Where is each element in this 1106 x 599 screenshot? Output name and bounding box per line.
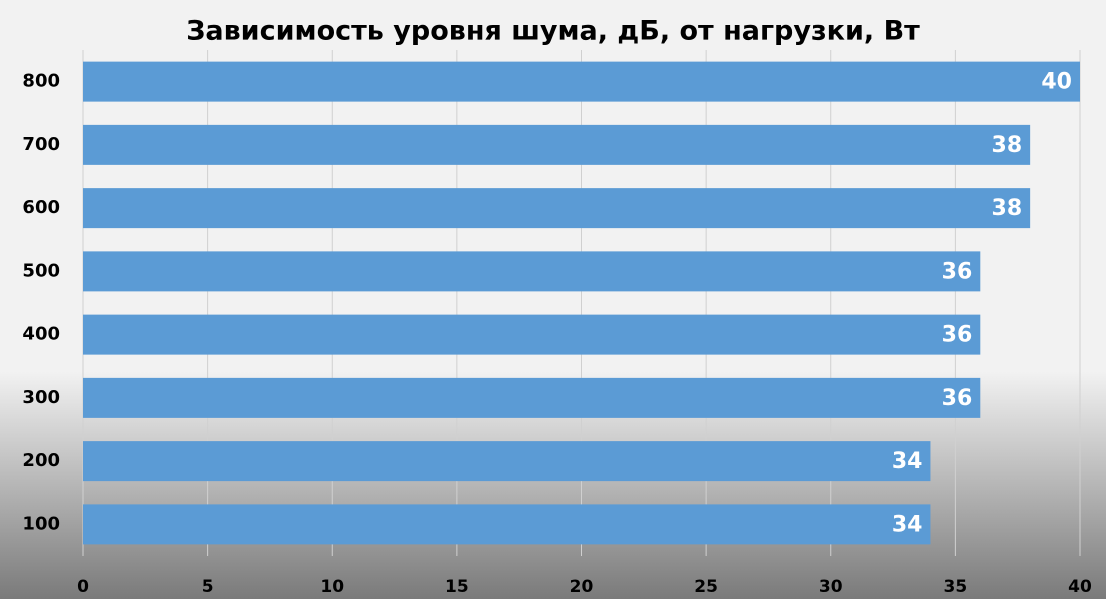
y-tick-label: 500: [22, 260, 60, 281]
data-label: 34: [892, 512, 923, 537]
x-tick-label: 30: [819, 577, 843, 597]
y-tick-label: 300: [22, 387, 60, 408]
data-label: 38: [992, 196, 1023, 221]
y-tick-label: 100: [22, 513, 60, 534]
y-tick-label: 200: [22, 450, 60, 471]
y-tick-label: 800: [22, 71, 60, 92]
data-label: 36: [942, 259, 973, 284]
x-tick-label: 10: [320, 577, 344, 597]
data-label: 36: [942, 323, 973, 348]
x-tick-label: 40: [1068, 577, 1092, 597]
plot: 0 5 10 15 20 25 30 35 40 100 34 200 34 300 36 400 36 500 3…: [22, 50, 1092, 597]
bar: [83, 188, 1031, 229]
data-label: 36: [942, 386, 973, 411]
x-tick-label: 25: [694, 577, 718, 597]
bar: [83, 441, 931, 482]
data-label: 38: [992, 133, 1023, 158]
bar: [83, 314, 981, 355]
x-tick-label: 5: [202, 577, 214, 597]
bar: [83, 377, 981, 418]
x-tick-label: 15: [445, 577, 469, 597]
data-label: 40: [1041, 70, 1072, 95]
chart-title: Зависимость уровня шума, дБ, от нагрузки…: [186, 16, 920, 47]
bar: [83, 124, 1031, 165]
bar: [83, 61, 1080, 102]
data-label: 34: [892, 449, 923, 474]
y-tick-label: 700: [22, 134, 60, 155]
y-tick-label: 600: [22, 197, 60, 218]
bar: [83, 504, 931, 545]
x-tick-label: 20: [570, 577, 594, 597]
x-tick-label: 0: [77, 577, 89, 597]
bar: [83, 251, 981, 292]
y-tick-label: 400: [22, 324, 60, 345]
x-tick-label: 35: [944, 577, 968, 597]
